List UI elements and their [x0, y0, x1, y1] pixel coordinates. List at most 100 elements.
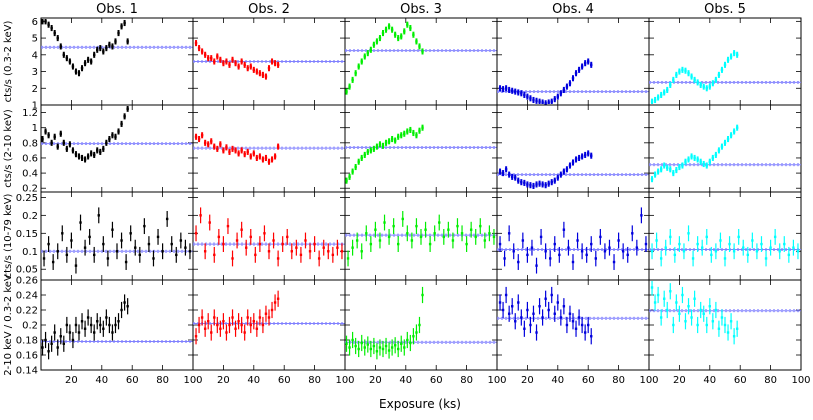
data-point	[590, 63, 593, 67]
data-point	[117, 320, 120, 323]
data-point	[539, 235, 543, 239]
data-point	[207, 143, 210, 146]
data-point	[246, 150, 249, 154]
data-point	[659, 316, 663, 319]
data-point	[246, 66, 249, 70]
data-point	[197, 137, 201, 141]
data-point	[41, 346, 44, 349]
data-point	[89, 152, 93, 155]
data-point	[77, 155, 81, 158]
data-point	[587, 323, 590, 327]
data-point	[105, 316, 108, 319]
x-tick-label: 40	[95, 375, 108, 386]
x-tick-label: 60	[734, 375, 747, 386]
data-point	[650, 286, 654, 289]
data-point	[53, 135, 56, 138]
data-point	[659, 93, 663, 97]
data-point	[535, 331, 538, 334]
data-point	[529, 323, 532, 327]
data-point	[237, 320, 240, 323]
data-point	[86, 155, 90, 158]
data-point	[523, 181, 526, 185]
data-point	[108, 323, 111, 327]
data-point	[433, 232, 436, 235]
data-point	[535, 183, 538, 186]
data-point	[514, 320, 517, 323]
data-point	[234, 149, 237, 152]
data-point	[363, 346, 366, 349]
panel-obs-5-row-3	[648, 191, 802, 281]
y-tick-label: 0.2	[22, 184, 38, 195]
panel-obs-2-row-1	[192, 17, 346, 106]
data-point	[421, 126, 424, 129]
data-point	[751, 239, 754, 242]
y-axis-label-row-4: 2-10 keV / 0.3-2 keV	[3, 274, 14, 376]
data-point	[392, 224, 395, 228]
data-point	[635, 246, 639, 249]
data-point	[74, 264, 78, 267]
data-point	[355, 239, 359, 242]
data-point	[44, 20, 47, 23]
data-point	[526, 253, 529, 257]
data-point	[89, 323, 93, 327]
data-point	[498, 301, 502, 304]
data-point	[231, 147, 234, 151]
data-point	[270, 158, 274, 161]
data-point	[684, 320, 687, 323]
data-point	[210, 56, 213, 60]
y-tick-label: 0.14	[16, 366, 38, 377]
data-point	[664, 246, 667, 249]
y-axis-label-row-3: cts/s (10-79 keV)	[3, 193, 14, 278]
data-point	[105, 46, 108, 50]
data-point	[483, 239, 487, 242]
data-point	[99, 150, 102, 154]
data-point	[216, 323, 219, 327]
data-point	[83, 158, 87, 161]
data-point	[778, 250, 781, 253]
data-point	[696, 158, 699, 161]
data-point	[512, 250, 515, 253]
panel-grid	[40, 17, 802, 371]
data-point	[550, 100, 553, 103]
data-point	[571, 320, 575, 323]
data-point	[71, 338, 75, 342]
data-point	[222, 149, 225, 152]
data-point	[210, 331, 213, 334]
data-point	[47, 350, 50, 353]
y-tick-label: 0.05	[16, 265, 38, 276]
data-point	[252, 320, 255, 323]
panel-obs-2-row-2	[192, 104, 346, 193]
data-point	[263, 232, 266, 235]
data-point	[594, 257, 597, 260]
data-point	[222, 61, 225, 65]
data-point	[200, 50, 204, 53]
data-point	[217, 235, 221, 239]
data-point	[246, 316, 249, 319]
data-point	[438, 221, 441, 224]
data-point	[547, 308, 550, 312]
panel-frame	[496, 104, 650, 193]
data-point	[184, 246, 187, 249]
data-point	[621, 250, 625, 253]
data-point	[345, 90, 348, 93]
data-point	[390, 28, 394, 31]
data-point	[59, 132, 62, 135]
data-point	[397, 36, 400, 40]
panel-obs-4-row-4	[496, 279, 650, 371]
data-point	[583, 331, 587, 334]
data-point	[565, 323, 569, 327]
data-point	[245, 246, 248, 249]
data-point	[690, 75, 693, 78]
data-point	[74, 323, 78, 327]
data-point	[375, 40, 379, 43]
data-point	[203, 250, 207, 253]
data-point	[717, 149, 721, 152]
x-tick-label: 60	[126, 375, 139, 386]
data-point	[558, 253, 561, 257]
data-point	[261, 158, 265, 161]
data-point	[520, 180, 523, 184]
data-point	[219, 58, 222, 62]
data-point	[541, 101, 544, 104]
data-point	[421, 50, 424, 53]
data-point	[650, 100, 654, 103]
